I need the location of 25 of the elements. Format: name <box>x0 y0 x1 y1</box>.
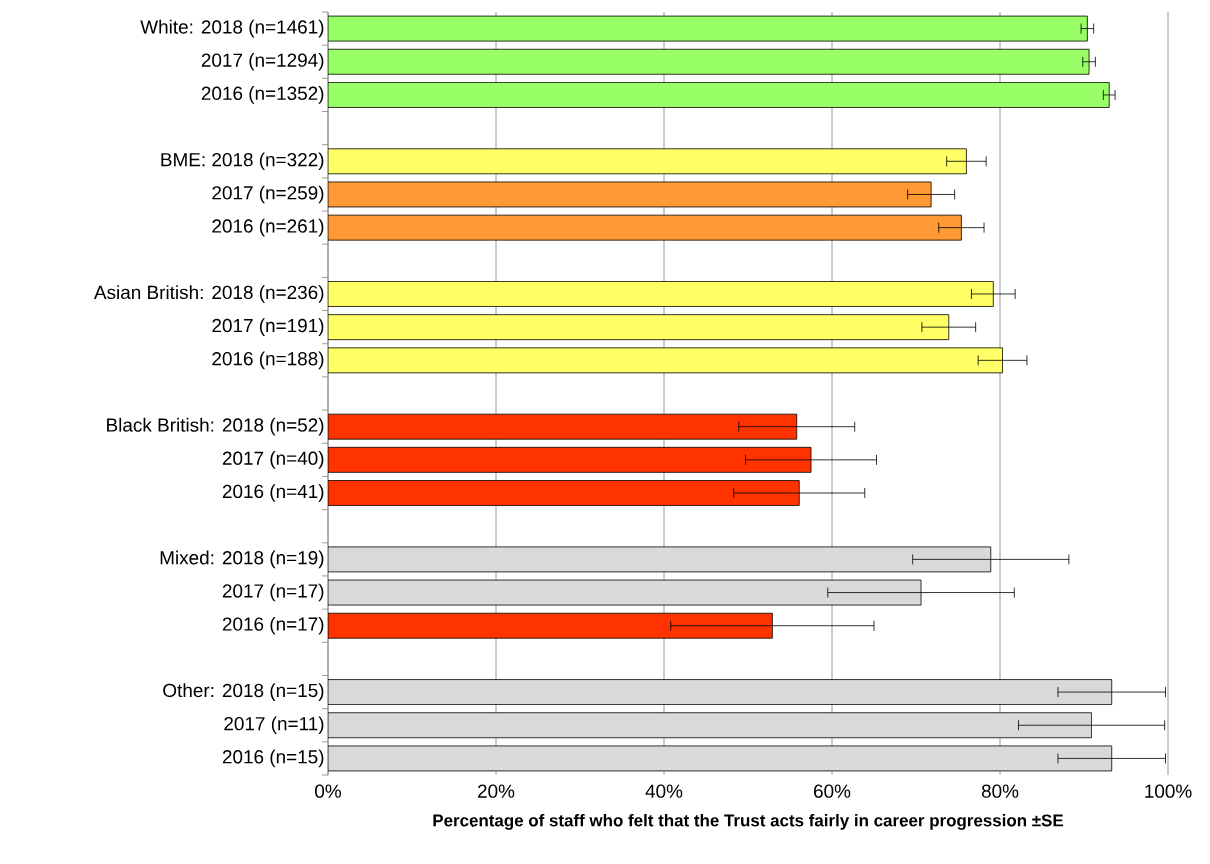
y-tick-label: 2017 (n=191) <box>212 318 324 336</box>
x-axis-title: Percentage of staff who felt that the Trust acts fairly in career progression ±SE <box>433 814 1064 830</box>
x-tick-label: 100% <box>1145 784 1192 798</box>
x-tick-label: 40% <box>645 784 683 798</box>
y-tick-label: BME: 2018 (n=322) <box>161 152 324 171</box>
x-tick-label: 0% <box>315 784 341 798</box>
y-tick-label: Mixed: 2018 (n=19) <box>160 550 324 569</box>
y-tick-label: 2017 (n=1294) <box>201 52 324 71</box>
y-tick-label: 2016 (n=1352) <box>201 86 324 104</box>
x-tick-label: 80% <box>981 784 1019 798</box>
y-tick-label: 2017 (n=259) <box>212 185 324 204</box>
y-tick-label: Other: 2018 (n=15) <box>163 683 324 701</box>
y-tick-label: Asian British: 2018 (n=236) <box>93 285 324 303</box>
y-tick-label: White: 2018 (n=1461) <box>140 19 324 38</box>
y-tick-label: 2017 (n=40) <box>222 451 324 469</box>
x-tick-label: 60% <box>814 784 851 798</box>
y-tick-label: 2017 (n=11) <box>224 716 324 735</box>
y-tick-label: 2016 (n=188) <box>212 351 324 370</box>
x-tick-label: 20% <box>478 784 515 798</box>
y-tick-label: 2016 (n=15) <box>222 749 324 768</box>
y-tick-label: 2017 (n=17) <box>222 583 324 602</box>
y-tick-label: Black British: 2018 (n=52) <box>107 417 324 436</box>
y-tick-label: 2016 (n=41) <box>222 484 324 502</box>
y-tick-label: 2016 (n=17) <box>222 616 324 635</box>
y-tick-label: 2016 (n=261) <box>212 218 324 237</box>
